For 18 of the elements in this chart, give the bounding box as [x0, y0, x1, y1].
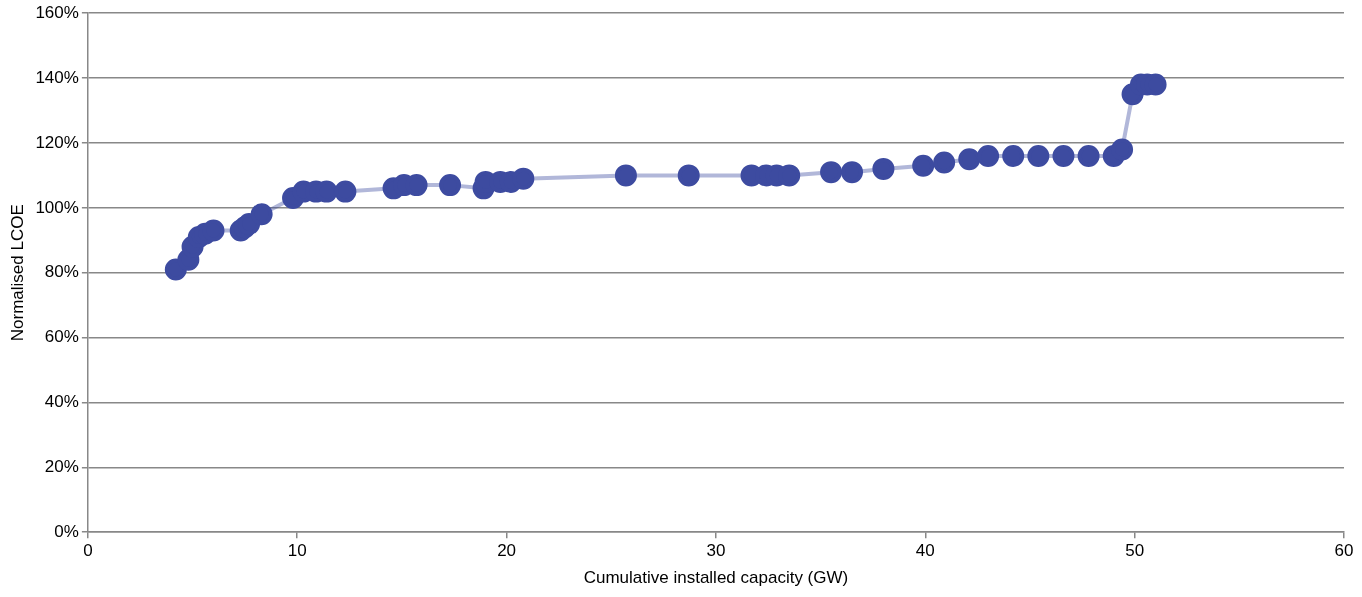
x-tick-label: 20: [497, 541, 517, 561]
y-tick-label: 0%: [54, 521, 79, 541]
y-tick-label: 120%: [35, 132, 79, 152]
x-tick-label: 40: [915, 541, 935, 561]
y-tick-label: 20%: [44, 457, 79, 477]
y-tick-label: 160%: [35, 2, 79, 22]
y-tick-label: 100%: [35, 197, 79, 217]
y-tick-label: 80%: [44, 262, 79, 282]
x-tick-label: 10: [287, 541, 307, 561]
x-tick-label: 60: [1334, 541, 1354, 561]
y-tick-label: 40%: [44, 392, 79, 412]
y-axis-title: Normalised LCOE: [7, 204, 27, 342]
x-tick-label: 50: [1125, 541, 1145, 561]
y-tick-label: 140%: [35, 67, 79, 87]
x-tick-label: 0: [83, 541, 93, 561]
y-tick-label: 60%: [44, 327, 79, 347]
x-tick-label: 30: [706, 541, 726, 561]
x-axis-title: Cumulative installed capacity (GW): [583, 568, 849, 588]
